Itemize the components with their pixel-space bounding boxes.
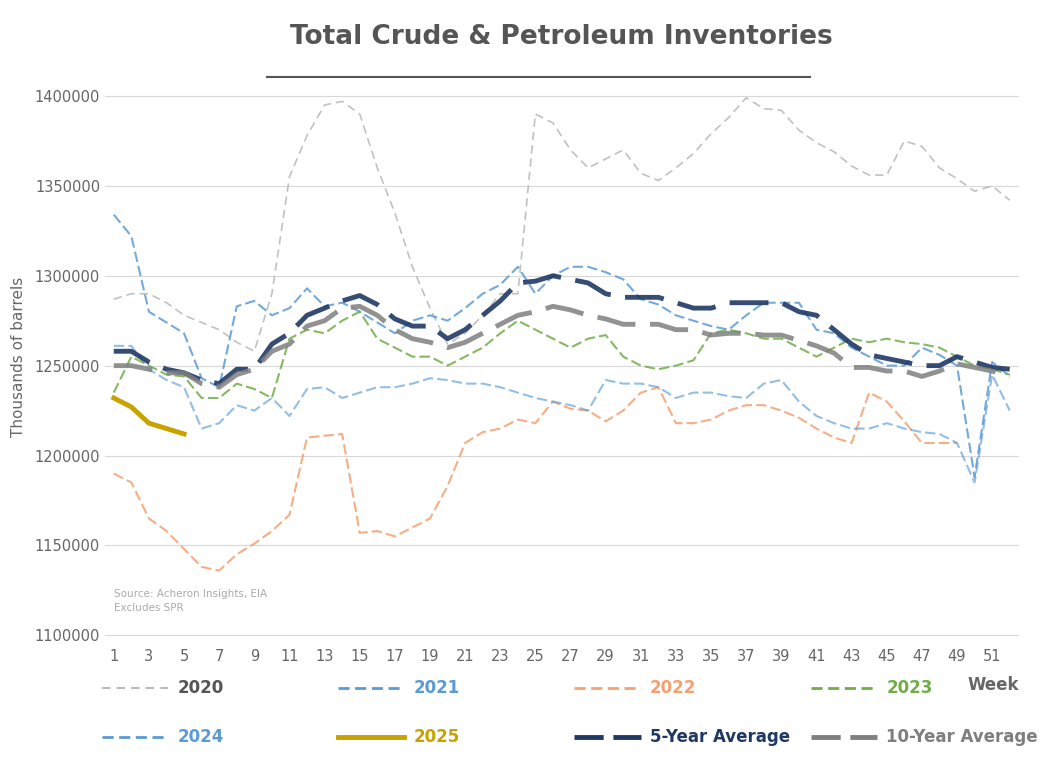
Text: 2020: 2020 [177, 679, 224, 696]
Text: Week: Week [967, 676, 1018, 694]
Text: Source: Acheron Insights, EIA
Excludes SPR: Source: Acheron Insights, EIA Excludes S… [114, 590, 268, 613]
Text: 2022: 2022 [650, 679, 696, 696]
Text: 2024: 2024 [177, 729, 224, 746]
Text: 2023: 2023 [886, 679, 932, 696]
Title: Total Crude & Petroleum Inventories: Total Crude & Petroleum Inventories [291, 24, 833, 50]
Text: 10-Year Average: 10-Year Average [886, 729, 1037, 746]
Text: 2025: 2025 [414, 729, 460, 746]
Text: 2021: 2021 [414, 679, 460, 696]
Y-axis label: Thousands of barrels: Thousands of barrels [12, 277, 26, 436]
Text: 5-Year Average: 5-Year Average [650, 729, 790, 746]
